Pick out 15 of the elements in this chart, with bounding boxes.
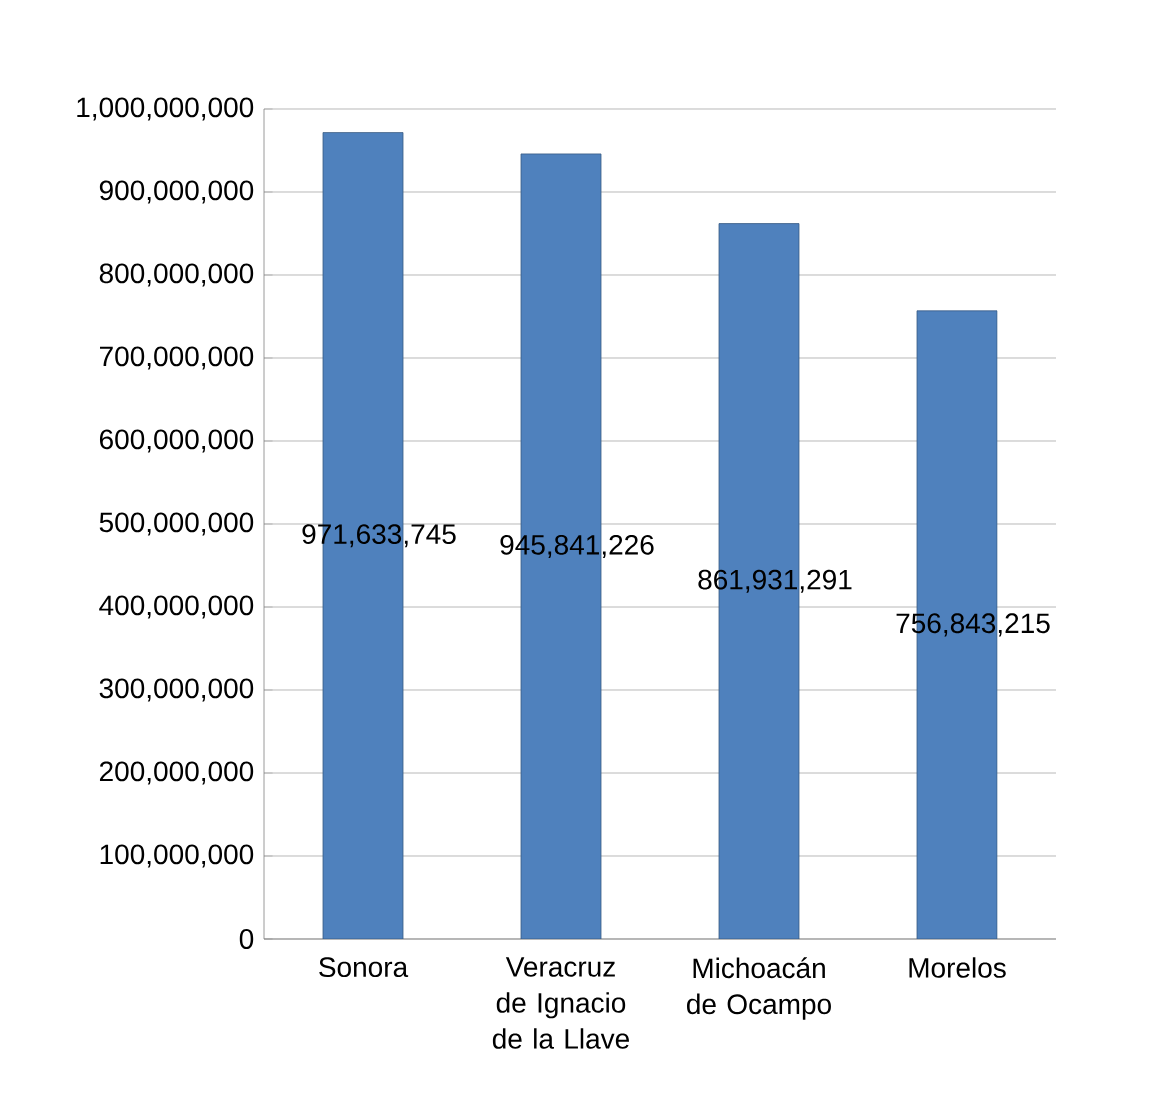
y-tick-label: 1,000,000,000 (77, 97, 254, 121)
y-tick-label: 100,000,000 (100, 844, 254, 868)
y-tick-label: 700,000,000 (100, 346, 254, 370)
y-tick-label: 0 (239, 929, 254, 949)
y-tick-label: 500,000,000 (99, 512, 254, 536)
y-tick-label: 800,000,000 (99, 263, 254, 287)
y-tick-label: 300,000,000 (99, 678, 254, 702)
x-tick-label: Michoacán de Ocampo (687, 957, 831, 1020)
y-tick-label: 200,000,000 (99, 761, 254, 785)
x-tick-label: Morelos (909, 957, 1006, 978)
y-tick-label: 600,000,000 (99, 429, 254, 453)
x-tick-label: Veracruz de Ignacio de la Llave (492, 957, 629, 1049)
y-tick-label: 900,000,000 (99, 180, 254, 204)
x-tick-label: Sonora (319, 957, 409, 978)
y-tick-label: 400,000,000 (99, 595, 254, 619)
